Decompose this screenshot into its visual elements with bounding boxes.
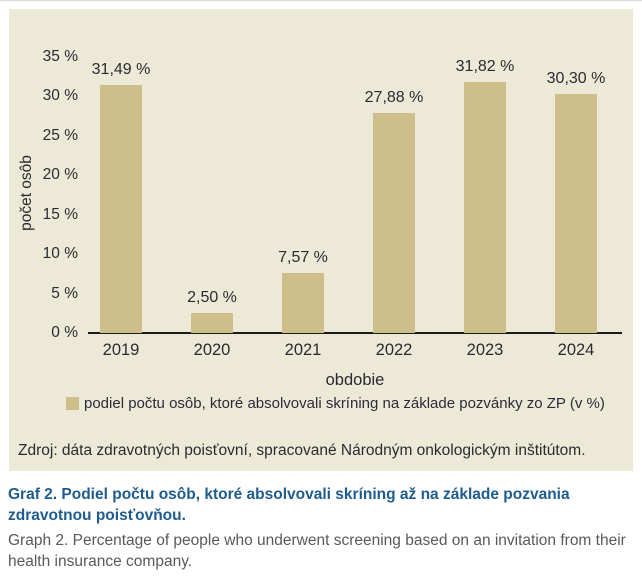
x-tick-label: 2021 bbox=[284, 341, 322, 359]
y-tick-label: 25 % bbox=[42, 126, 78, 144]
y-tick-label: 35 % bbox=[42, 48, 78, 65]
y-tick-label: 20 % bbox=[42, 166, 78, 184]
source-note: Zdroj: dáta zdravotných poisťovní, sprac… bbox=[18, 442, 586, 459]
legend: podiel počtu osôb, ktoré absolvovali skr… bbox=[66, 394, 626, 412]
x-axis-line bbox=[88, 332, 622, 334]
caption-slovak: Graf 2. Podiel počtu osôb, ktoré absolvo… bbox=[8, 486, 570, 524]
bar-value-label: 31,82 % bbox=[455, 58, 515, 76]
legend-label: podiel počtu osôb, ktoré absolvovali skr… bbox=[84, 394, 605, 412]
y-axis-title: počet osôb bbox=[18, 155, 35, 231]
y-tick-label: 15 % bbox=[42, 205, 78, 223]
bar-2021 bbox=[282, 273, 324, 333]
caption-english: Graph 2. Percentage of people who underw… bbox=[8, 532, 626, 570]
bar-2023 bbox=[464, 82, 506, 333]
y-tick-label: 30 % bbox=[42, 87, 78, 105]
plot-area: 0 % 5 % 10 % 15 % 20 % 25 % 30 % 35 % 31,49 % 201… bbox=[9, 9, 633, 471]
bar-value-label: 7,57 % bbox=[278, 249, 328, 267]
y-tick-label: 10 % bbox=[42, 245, 78, 263]
bar-value-label: 31,49 % bbox=[91, 60, 151, 78]
x-axis-title: obdobie bbox=[325, 371, 385, 389]
bar-value-label: 2,50 % bbox=[187, 289, 237, 307]
y-tick-label: 0 % bbox=[51, 324, 78, 341]
x-tick-label: 2022 bbox=[375, 341, 413, 359]
bar-2024 bbox=[555, 94, 597, 333]
top-divider bbox=[0, 0, 642, 1]
x-tick-label: 2020 bbox=[193, 341, 231, 359]
caption: Graf 2. Podiel počtu osôb, ktoré absolvo… bbox=[8, 484, 628, 572]
chart-panel: 0 % 5 % 10 % 15 % 20 % 25 % 30 % 35 % 31,49 % 201… bbox=[9, 9, 633, 471]
x-tick-label: 2019 bbox=[102, 341, 140, 359]
x-tick-label: 2023 bbox=[466, 341, 504, 359]
bar-value-label: 30,30 % bbox=[546, 70, 606, 88]
y-tick-label: 5 % bbox=[51, 284, 78, 302]
legend-swatch-icon bbox=[66, 396, 79, 410]
bar-2022 bbox=[373, 113, 415, 333]
bar-2019 bbox=[100, 84, 142, 333]
bar-2020 bbox=[191, 313, 233, 333]
bar-value-label: 27,88 % bbox=[364, 89, 424, 107]
x-tick-label: 2024 bbox=[557, 341, 595, 359]
